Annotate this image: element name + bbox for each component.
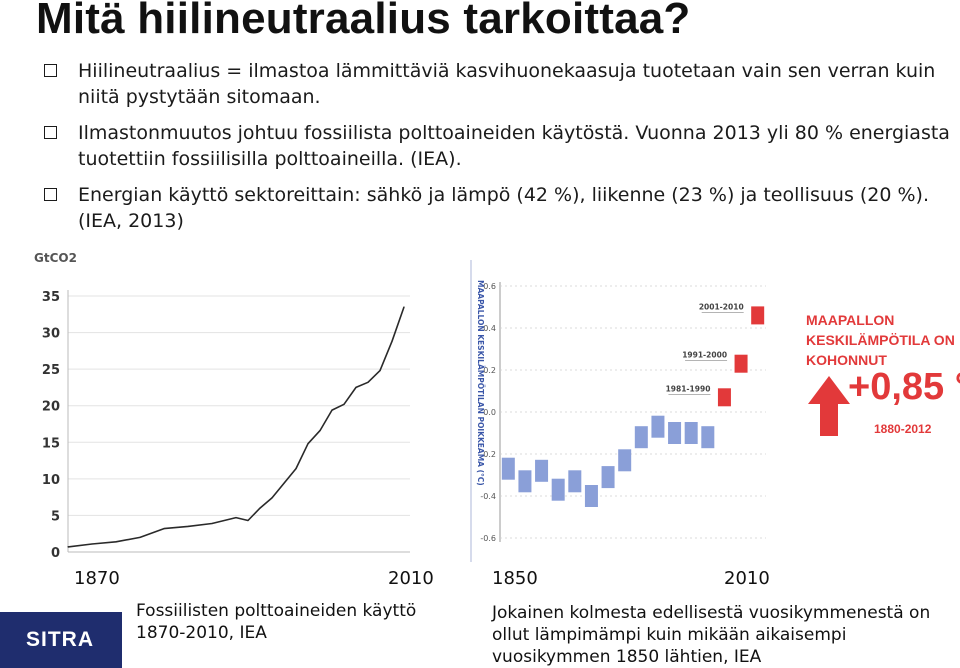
co2-y-tick-label: 20	[42, 400, 60, 415]
temperature-rise-value: +0,85 °C	[848, 366, 960, 408]
temp-x-start-label: 1850	[492, 568, 538, 589]
co2-y-tick-label: 15	[42, 436, 60, 451]
co2-data-point	[115, 541, 117, 543]
co2-data-point	[91, 543, 93, 545]
co2-y-tick-label: 25	[42, 363, 60, 378]
co2-y-tick-label: 5	[51, 509, 60, 524]
bullet-item: Ilmastonmuutos johtuu fossiilista poltto…	[44, 120, 954, 172]
bullet-item: Hiilineutraalius = ilmastoa lämmittäviä …	[44, 58, 954, 110]
co2-data-point	[235, 517, 237, 519]
temp-recent-decade-marker	[751, 306, 765, 325]
co2-y-tick-label: 10	[42, 473, 60, 488]
co2-y-tick-label: 30	[42, 327, 60, 342]
co2-data-point	[319, 429, 321, 432]
sitra-logo: SITRA	[0, 612, 122, 668]
co2-data-point	[379, 370, 381, 372]
arrow-up-icon-stem	[820, 403, 838, 436]
checkbox-bullet-icon	[44, 188, 57, 201]
co2-chart-background	[30, 262, 440, 562]
temp-recent-decade-marker	[734, 354, 748, 373]
co2-data-point	[163, 527, 165, 530]
temp-decade-marker	[701, 426, 715, 449]
co2-data-point	[343, 403, 345, 405]
sitra-logo-text: SITRA	[26, 628, 94, 651]
temp-y-tick-label: -0.6	[480, 534, 496, 543]
temperature-rise-panel: MAAPALLON KESKILÄMPÖTILA ON KOHONNUT	[806, 310, 960, 370]
co2-x-start-label: 1870	[74, 568, 120, 589]
checkbox-bullet-icon	[44, 64, 57, 77]
temp-decade-annotation: 2001-2010	[699, 302, 744, 311]
co2-data-point	[187, 525, 189, 528]
temp-decade-marker	[551, 478, 565, 501]
temp-decade-marker	[601, 466, 615, 489]
bullet-list: Hiilineutraalius = ilmastoa lämmittäviä …	[44, 58, 954, 244]
temp-decade-marker	[618, 449, 632, 472]
bullet-text: Ilmastonmuutos johtuu fossiilista poltto…	[78, 122, 950, 170]
temp-x-end-label: 2010	[724, 568, 770, 589]
page-title: Mitä hiilineutraalius tarkoittaa?	[36, 0, 691, 43]
checkbox-bullet-icon	[44, 126, 57, 139]
co2-data-point	[67, 546, 69, 548]
temp-decade-marker	[668, 422, 682, 444]
temp-decade-marker	[584, 485, 598, 507]
co2-data-point	[283, 482, 285, 484]
temp-decade-annotation: 1981-1990	[666, 384, 711, 393]
temp-decade-marker	[634, 426, 648, 449]
co2-data-point	[367, 381, 369, 383]
temp-recent-decade-marker	[717, 388, 731, 407]
temp-y-tick-label: -0.2	[480, 450, 496, 459]
co2-y-tick-label: 35	[42, 290, 60, 305]
temp-y-axis-label: MAAPALLON KESKILÄMPÖTILAN POIKKEAMA (°C)	[476, 280, 485, 486]
temp-decade-marker	[568, 470, 582, 493]
co2-data-point	[295, 468, 297, 470]
co2-emissions-line	[67, 306, 405, 548]
temp-chart-caption: Jokainen kolmesta edellisestä vuosikymme…	[492, 603, 931, 667]
temp-y-tick-label: 0.4	[483, 324, 496, 333]
co2-data-point	[139, 536, 141, 538]
bullet-text: Energian käyttö sektoreittain: sähkö ja …	[78, 184, 930, 232]
temperature-rise-period: 1880-2012	[874, 422, 932, 436]
temp-y-tick-label: -0.4	[480, 492, 496, 501]
temp-decade-marker	[535, 459, 549, 482]
temp-y-tick-label: 0.0	[483, 408, 496, 417]
co2-data-point	[331, 409, 333, 411]
co2-y-axis-label: GtCO2	[34, 251, 77, 265]
co2-data-point	[307, 443, 309, 445]
co2-x-end-label: 2010	[388, 568, 434, 589]
co2-data-point	[211, 522, 213, 525]
arrow-up-icon	[808, 376, 850, 404]
co2-chart-caption: Fossiilisten polttoaineiden käyttö 1870-…	[136, 601, 417, 643]
temp-decade-marker	[684, 422, 698, 444]
bullet-item: Energian käyttö sektoreittain: sähkö ja …	[44, 182, 954, 234]
co2-y-tick-label: 0	[51, 546, 60, 561]
temp-y-tick-label: 0.6	[483, 282, 496, 291]
temp-decade-marker	[501, 457, 515, 480]
temp-y-tick-label: 0.2	[483, 366, 496, 375]
temperature-panel-title: MAAPALLON KESKILÄMPÖTILA ON KOHONNUT	[806, 312, 955, 368]
co2-data-point	[259, 507, 261, 509]
co2-data-point	[271, 497, 273, 499]
bullet-text: Hiilineutraalius = ilmastoa lämmittäviä …	[78, 60, 936, 108]
temp-decade-marker	[651, 415, 665, 438]
temp-decade-marker	[518, 470, 532, 493]
temp-decade-annotation: 1991-2000	[682, 351, 727, 360]
co2-data-point	[403, 306, 405, 308]
co2-data-point	[247, 519, 249, 522]
co2-data-point	[355, 386, 357, 389]
co2-data-point	[391, 340, 393, 342]
